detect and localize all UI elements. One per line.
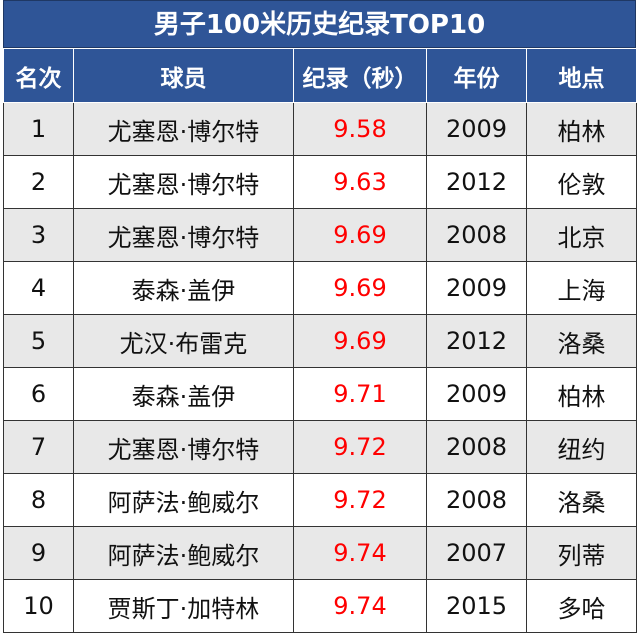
- cell-record: 9.72: [293, 473, 427, 527]
- header-player: 球员: [73, 48, 294, 103]
- records-table-container: 男子100米历史纪录TOP10 名次 球员 纪录（秒） 年份 地点 1 尤塞恩·博…: [3, 0, 637, 633]
- header-row: 名次 球员 纪录（秒） 年份 地点: [3, 48, 637, 103]
- table-row: 7 尤塞恩·博尔特 9.72 2008 纽约: [3, 420, 637, 474]
- table-row: 8 阿萨法·鲍威尔 9.72 2008 洛桑: [3, 473, 637, 527]
- cell-record: 9.74: [293, 526, 427, 580]
- cell-year: 2015: [426, 579, 527, 633]
- table-row: 9 阿萨法·鲍威尔 9.74 2007 列蒂: [3, 526, 637, 580]
- cell-rank: 3: [3, 208, 74, 262]
- cell-rank: 7: [3, 420, 74, 474]
- cell-rank: 10: [3, 579, 74, 633]
- cell-player: 贾斯丁·加特林: [73, 579, 294, 633]
- cell-year: 2012: [426, 155, 527, 209]
- cell-player: 阿萨法·鲍威尔: [73, 473, 294, 527]
- table-row: 3 尤塞恩·博尔特 9.69 2008 北京: [3, 208, 637, 262]
- cell-record: 9.74: [293, 579, 427, 633]
- cell-record: 9.69: [293, 208, 427, 262]
- cell-year: 2009: [426, 261, 527, 315]
- cell-place: 多哈: [526, 579, 637, 633]
- header-place: 地点: [526, 48, 637, 103]
- table-body: 1 尤塞恩·博尔特 9.58 2009 柏林 2 尤塞恩·博尔特 9.63 2012 伦敦 3 尤塞恩…: [3, 102, 637, 633]
- header-year: 年份: [426, 48, 527, 103]
- cell-rank: 1: [3, 102, 74, 156]
- cell-place: 北京: [526, 208, 637, 262]
- cell-place: 纽约: [526, 420, 637, 474]
- cell-rank: 9: [3, 526, 74, 580]
- table-row: 6 泰森·盖伊 9.71 2009 柏林: [3, 367, 637, 421]
- cell-player: 阿萨法·鲍威尔: [73, 526, 294, 580]
- cell-place: 洛桑: [526, 473, 637, 527]
- cell-place: 列蒂: [526, 526, 637, 580]
- cell-year: 2008: [426, 208, 527, 262]
- table-title: 男子100米历史纪录TOP10: [3, 0, 636, 48]
- cell-place: 伦敦: [526, 155, 637, 209]
- cell-player: 尤塞恩·博尔特: [73, 155, 294, 209]
- cell-player: 泰森·盖伊: [73, 261, 294, 315]
- cell-year: 2007: [426, 526, 527, 580]
- records-table: 名次 球员 纪录（秒） 年份 地点 1 尤塞恩·博尔特 9.58 2009 柏林 2 尤塞恩…: [3, 48, 637, 633]
- cell-rank: 6: [3, 367, 74, 421]
- table-row: 1 尤塞恩·博尔特 9.58 2009 柏林: [3, 102, 637, 156]
- cell-year: 2009: [426, 102, 527, 156]
- cell-rank: 2: [3, 155, 74, 209]
- cell-record: 9.69: [293, 314, 427, 368]
- cell-place: 洛桑: [526, 314, 637, 368]
- table-row: 4 泰森·盖伊 9.69 2009 上海: [3, 261, 637, 315]
- cell-year: 2009: [426, 367, 527, 421]
- cell-player: 泰森·盖伊: [73, 367, 294, 421]
- cell-rank: 8: [3, 473, 74, 527]
- table-row: 10 贾斯丁·加特林 9.74 2015 多哈: [3, 579, 637, 633]
- cell-place: 柏林: [526, 102, 637, 156]
- cell-player: 尤塞恩·博尔特: [73, 420, 294, 474]
- cell-place: 柏林: [526, 367, 637, 421]
- cell-player: 尤塞恩·博尔特: [73, 102, 294, 156]
- cell-year: 2008: [426, 473, 527, 527]
- cell-record: 9.72: [293, 420, 427, 474]
- header-record: 纪录（秒）: [293, 48, 427, 103]
- cell-record: 9.71: [293, 367, 427, 421]
- cell-year: 2012: [426, 314, 527, 368]
- header-rank: 名次: [3, 48, 74, 103]
- table-row: 5 尤汉·布雷克 9.69 2012 洛桑: [3, 314, 637, 368]
- cell-player: 尤汉·布雷克: [73, 314, 294, 368]
- cell-player: 尤塞恩·博尔特: [73, 208, 294, 262]
- cell-record: 9.58: [293, 102, 427, 156]
- cell-year: 2008: [426, 420, 527, 474]
- cell-place: 上海: [526, 261, 637, 315]
- cell-rank: 4: [3, 261, 74, 315]
- cell-rank: 5: [3, 314, 74, 368]
- cell-record: 9.69: [293, 261, 427, 315]
- cell-record: 9.63: [293, 155, 427, 209]
- table-row: 2 尤塞恩·博尔特 9.63 2012 伦敦: [3, 155, 637, 209]
